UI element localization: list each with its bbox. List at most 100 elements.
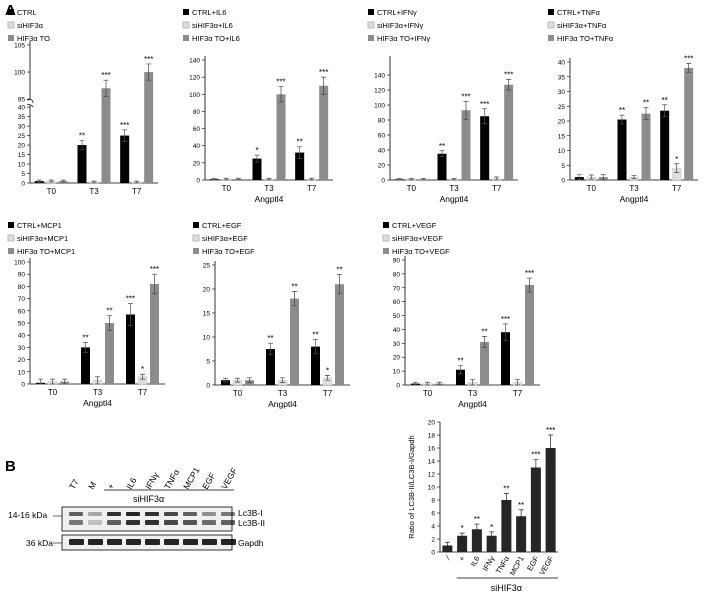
significance-label: *** bbox=[126, 294, 135, 303]
legend-label: HIF3α TO+TNFα bbox=[557, 34, 614, 43]
x-tick-label: T7 bbox=[323, 389, 333, 398]
error-bar bbox=[122, 129, 128, 142]
legend-swatch bbox=[183, 35, 189, 41]
lane-label: IL6 bbox=[124, 476, 139, 491]
row-label: 36 kDa bbox=[26, 538, 53, 548]
error-bar bbox=[686, 63, 692, 73]
bar bbox=[81, 347, 90, 384]
error-bar bbox=[489, 531, 495, 540]
x-axis-label: Angptl4 bbox=[440, 194, 469, 204]
blot-lc3b bbox=[61, 506, 233, 532]
y-tick-label: 4 bbox=[431, 524, 435, 531]
legend-label: CTRL bbox=[17, 8, 37, 17]
legend-label: siHIF3α+MCP1 bbox=[17, 234, 68, 243]
legend-swatch bbox=[368, 35, 374, 41]
y-tick-label: 50 bbox=[18, 321, 26, 328]
legend-label: siHIF3α bbox=[17, 21, 44, 30]
bar bbox=[120, 135, 130, 183]
legend-label: HIF3α TO+IFNγ bbox=[377, 34, 430, 43]
y-tick-label: 40 bbox=[18, 333, 26, 340]
legend-swatch bbox=[383, 248, 389, 254]
band-gapdh bbox=[221, 539, 236, 545]
lane-label: VEGF bbox=[219, 466, 239, 491]
legend-label: CTRL+IFNγ bbox=[377, 8, 417, 17]
band-lc3b-ii bbox=[164, 520, 178, 525]
significance-label: *** bbox=[150, 265, 159, 274]
y-tick-label: 140 bbox=[374, 73, 385, 80]
bar bbox=[276, 94, 286, 180]
error-bar bbox=[48, 179, 54, 183]
band-lc3b-ii bbox=[202, 520, 216, 525]
lane-label: EGF bbox=[200, 471, 217, 491]
error-bar bbox=[459, 532, 465, 539]
bar bbox=[471, 529, 482, 552]
legend-swatch bbox=[383, 222, 389, 228]
bar bbox=[252, 158, 262, 180]
error-bar bbox=[482, 108, 488, 125]
y-tick-label: 10 bbox=[393, 369, 401, 376]
error-bar bbox=[62, 378, 67, 385]
row-label: 14-16 kDa bbox=[8, 510, 47, 520]
error-bar bbox=[451, 178, 457, 181]
bar bbox=[516, 516, 527, 552]
y-tick-label: 5 bbox=[21, 171, 25, 178]
bar bbox=[311, 346, 320, 385]
significance-label: *** bbox=[501, 315, 510, 324]
error-bar bbox=[266, 177, 272, 181]
error-bar bbox=[515, 379, 520, 386]
significance-label: ** bbox=[82, 334, 88, 343]
y-tick-label: 40 bbox=[393, 327, 401, 334]
band-lc3b-i bbox=[88, 512, 102, 516]
x-tick-label: T3 bbox=[264, 184, 274, 193]
x-tick-label: T0 bbox=[587, 184, 597, 193]
band-lc3b-i bbox=[69, 512, 83, 516]
y-tick-label: 30 bbox=[18, 345, 26, 352]
error-bar bbox=[235, 177, 241, 181]
chart-tnfa: CTRL+TNFα siHIF3α+TNFα HIF3α TO+TNFα 0 5 10 15… bbox=[547, 8, 698, 204]
error-bar bbox=[91, 180, 97, 184]
error-bar bbox=[588, 174, 594, 180]
significance-label: ** bbox=[439, 142, 445, 151]
bar bbox=[684, 67, 694, 180]
y-tick-label: 25 bbox=[18, 133, 26, 140]
legend-swatch bbox=[183, 9, 189, 15]
legend-swatch bbox=[548, 35, 554, 41]
significance-label: ** bbox=[662, 96, 668, 105]
bar bbox=[335, 284, 344, 385]
bar bbox=[150, 283, 159, 384]
significance-label: ** bbox=[457, 357, 463, 366]
legend-label: HIF3α TO+IL6 bbox=[192, 34, 240, 43]
x-tick-label: T3 bbox=[629, 184, 639, 193]
lane-label: MCP1 bbox=[181, 465, 202, 491]
y-tick-label: 95 bbox=[18, 97, 26, 104]
band-lc3b-i bbox=[221, 512, 235, 516]
y-tick-label: 40 bbox=[378, 148, 386, 155]
bar bbox=[221, 380, 230, 385]
x-tick-label: T3 bbox=[449, 184, 459, 193]
bar bbox=[660, 110, 670, 180]
y-tick-label: 8 bbox=[431, 498, 435, 505]
legend-swatch bbox=[7, 234, 15, 242]
y-tick-label: 40 bbox=[18, 105, 26, 112]
bar bbox=[290, 298, 299, 385]
significance-label: * bbox=[461, 524, 464, 533]
legend-label: siHIF3α+IL6 bbox=[192, 21, 233, 30]
band-lc3b-i bbox=[145, 512, 159, 516]
error-bar bbox=[134, 180, 140, 184]
legend-swatch bbox=[8, 222, 14, 228]
bar bbox=[530, 467, 541, 552]
band-lc3b-i bbox=[202, 512, 216, 516]
x-tick-label: T0 bbox=[48, 388, 58, 397]
error-bar bbox=[643, 107, 649, 120]
bar bbox=[105, 323, 114, 384]
axis-break bbox=[27, 99, 33, 106]
y-tick-label: 25 bbox=[203, 263, 211, 270]
y-tick-label: 20 bbox=[203, 287, 211, 294]
error-bar bbox=[631, 175, 637, 179]
significance-label: ** bbox=[297, 138, 303, 147]
y-tick-label: 80 bbox=[378, 118, 386, 125]
legend-swatch bbox=[192, 234, 200, 242]
y-tick-label: 40 bbox=[558, 60, 566, 67]
error-bar bbox=[95, 376, 100, 385]
